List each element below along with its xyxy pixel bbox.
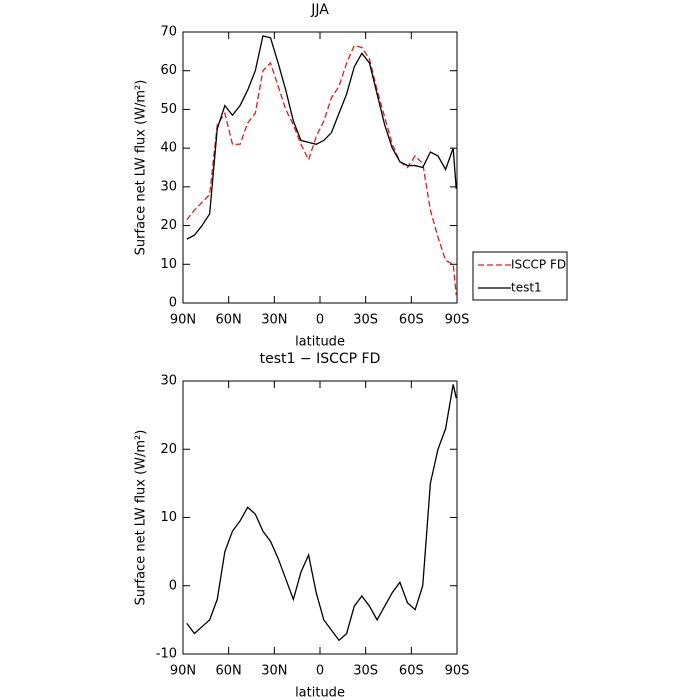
y-tick-label: 20 [160, 218, 177, 233]
y-tick-label: 0 [169, 296, 177, 311]
y-tick-label: 40 [160, 141, 177, 156]
y-axis-label: Surface net LW flux (W/m²) [134, 430, 149, 606]
x-tick-label: 30N [261, 313, 287, 328]
legend-box [472, 251, 568, 301]
x-tick-label: 60N [216, 313, 242, 328]
y-tick-label: 10 [160, 257, 177, 272]
y-tick-label: 30 [160, 179, 177, 194]
x-tick-label: 90S [445, 664, 470, 679]
y-tick-label: 10 [160, 510, 177, 525]
y-tick-label: 20 [160, 442, 177, 457]
x-tick-label: 30N [261, 664, 287, 679]
legend-label: test1 [511, 281, 542, 295]
chart-title: test1 − ISCCP FD [260, 351, 381, 367]
x-tick-label: 60N [216, 664, 242, 679]
data-line [186, 35, 457, 240]
x-axis-label: latitude [295, 686, 345, 700]
y-axis-label: Surface net LW flux (W/m²) [134, 80, 149, 256]
legend-label: ISCCP FD [511, 258, 566, 272]
y-tick-label: 30 [160, 374, 177, 389]
x-tick-label: 90N [170, 313, 196, 328]
x-tick-label: 90N [170, 664, 196, 679]
plot-frame [182, 31, 458, 304]
data-line [186, 44, 457, 296]
x-tick-label: 60S [399, 664, 424, 679]
x-tick-label: 60S [399, 313, 424, 328]
y-tick-label: 60 [160, 63, 177, 78]
plot-frame [182, 380, 458, 655]
x-tick-label: 90S [445, 313, 470, 328]
x-tick-label: 30S [353, 313, 378, 328]
chart-title: JJA [310, 2, 329, 18]
x-axis-label: latitude [295, 335, 345, 350]
data-line [186, 384, 457, 642]
x-tick-label: 30S [353, 664, 378, 679]
x-tick-label: 0 [316, 313, 324, 328]
y-tick-label: 0 [169, 578, 177, 593]
x-tick-label: 0 [316, 664, 324, 679]
y-tick-label: -10 [156, 647, 177, 662]
y-tick-label: 70 [160, 25, 177, 40]
y-tick-label: 50 [160, 102, 177, 117]
